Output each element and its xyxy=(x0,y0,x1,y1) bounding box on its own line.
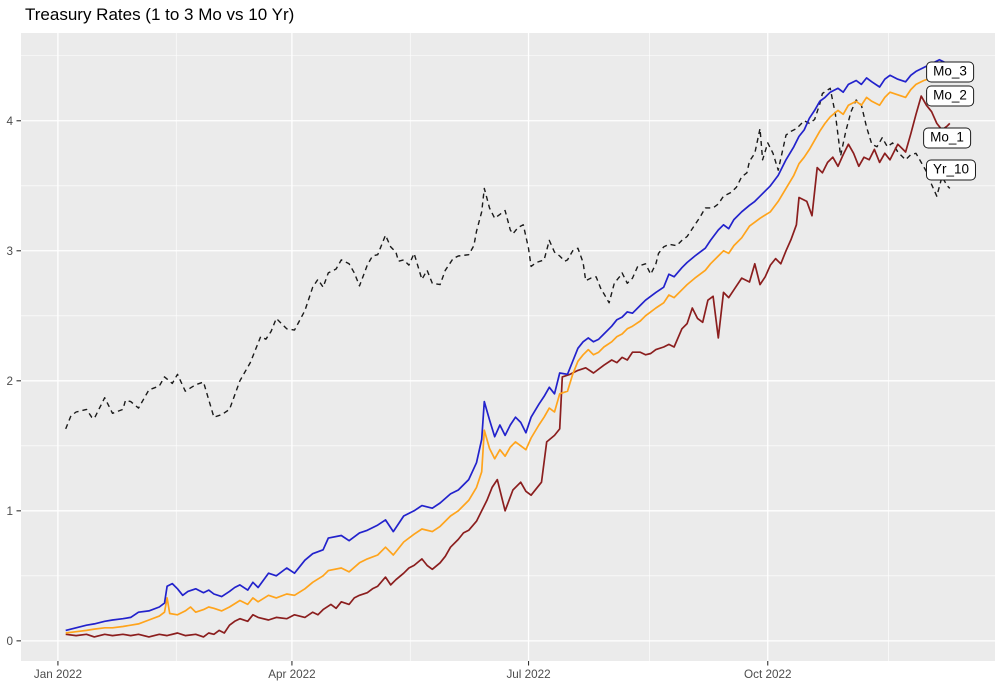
x-tick-label: Apr 2022 xyxy=(268,668,315,681)
y-tick-label: 2 xyxy=(6,375,13,388)
series-line-mo-1 xyxy=(65,95,951,638)
series-line-mo-2 xyxy=(65,73,951,634)
y-tick-label: 0 xyxy=(6,635,13,648)
y-tick-label: 1 xyxy=(6,505,13,518)
series-label-mo-2: Mo_2 xyxy=(926,85,974,107)
series-label-mo-1: Mo_1 xyxy=(923,127,971,149)
chart-title: Treasury Rates (1 to 3 Mo vs 10 Yr) xyxy=(25,5,295,24)
series-line-yr-10 xyxy=(65,87,951,430)
series-label-mo-3: Mo_3 xyxy=(926,61,974,83)
series-label-yr-10: Yr_10 xyxy=(925,159,977,181)
series-line-mo-3 xyxy=(65,58,951,632)
y-tick-label: 4 xyxy=(6,115,13,128)
x-tick-label: Oct 2022 xyxy=(744,668,791,681)
y-tick-label: 3 xyxy=(6,245,13,258)
x-tick-label: Jan 2022 xyxy=(34,668,82,681)
x-tick-label: Jul 2022 xyxy=(506,668,550,681)
panel-background xyxy=(21,33,995,661)
